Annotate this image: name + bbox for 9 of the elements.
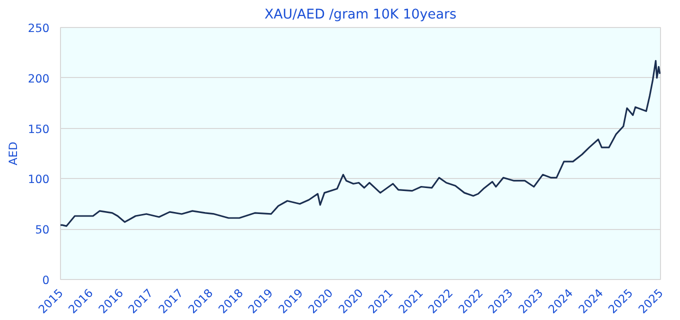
y-tick-label: 0	[42, 273, 50, 287]
line-series	[60, 60, 660, 227]
y-tick-label: 50	[35, 222, 50, 237]
y-tick-label: 200	[28, 71, 50, 86]
y-axis-title: AED	[6, 141, 20, 166]
y-tick-label: 100	[28, 172, 50, 186]
y-tick-label: 150	[28, 122, 50, 136]
y-tick-label: 250	[28, 21, 50, 35]
chart-title: XAU/AED /gram 10K 10years	[264, 8, 457, 22]
